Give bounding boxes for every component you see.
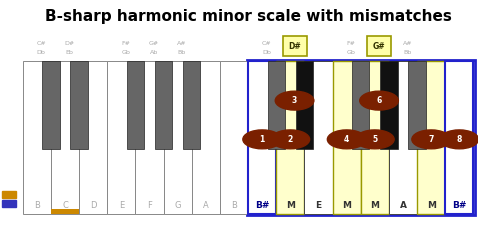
Text: 8: 8 <box>456 135 462 144</box>
Circle shape <box>412 130 450 149</box>
Bar <box>361 61 389 214</box>
Text: M: M <box>427 201 435 210</box>
Text: Bb: Bb <box>403 50 412 55</box>
Bar <box>127 61 144 149</box>
Bar <box>51 209 79 214</box>
Text: 4: 4 <box>344 135 349 144</box>
Bar <box>107 61 135 214</box>
Bar <box>155 61 172 149</box>
Text: 5: 5 <box>372 135 378 144</box>
Bar <box>247 60 475 215</box>
Bar <box>282 36 306 56</box>
Text: D: D <box>90 201 97 210</box>
Bar <box>42 61 60 149</box>
Text: Ab: Ab <box>150 50 158 55</box>
Text: B-sharp harmonic minor scale with mismatches: B-sharp harmonic minor scale with mismat… <box>44 9 452 24</box>
Circle shape <box>243 130 282 149</box>
Text: 6: 6 <box>376 96 381 105</box>
Text: A: A <box>203 201 209 210</box>
Bar <box>408 61 426 149</box>
Circle shape <box>327 130 366 149</box>
Bar <box>2 200 16 207</box>
Text: Gb: Gb <box>347 50 355 55</box>
Text: A#: A# <box>402 41 412 46</box>
Bar <box>79 61 107 214</box>
Text: 2: 2 <box>288 135 293 144</box>
Text: Gb: Gb <box>121 50 130 55</box>
Bar <box>333 61 361 214</box>
Bar <box>367 36 391 56</box>
Text: 3: 3 <box>292 96 297 105</box>
Bar <box>51 61 79 214</box>
Text: basicmusictheory.com: basicmusictheory.com <box>7 84 11 132</box>
Text: D#: D# <box>64 41 74 46</box>
Text: G: G <box>174 201 181 210</box>
Text: Eb: Eb <box>65 50 73 55</box>
Bar <box>183 61 200 149</box>
Text: E: E <box>315 201 322 210</box>
Text: G#: G# <box>149 41 159 46</box>
Circle shape <box>275 91 314 110</box>
Bar <box>352 61 369 149</box>
Text: 7: 7 <box>428 135 434 144</box>
Circle shape <box>271 130 310 149</box>
Text: Db: Db <box>262 50 271 55</box>
Text: Db: Db <box>37 50 45 55</box>
Circle shape <box>360 91 398 110</box>
Text: C#: C# <box>36 41 46 46</box>
Text: 1: 1 <box>260 135 265 144</box>
Bar <box>192 61 220 214</box>
Bar <box>389 61 417 214</box>
Text: F: F <box>147 201 152 210</box>
Text: M: M <box>286 201 295 210</box>
Bar <box>268 61 285 149</box>
Bar <box>23 61 51 214</box>
Bar <box>304 61 333 214</box>
Bar <box>248 61 276 214</box>
Bar <box>2 191 16 198</box>
Text: F#: F# <box>347 41 355 46</box>
Bar <box>296 61 313 149</box>
Text: E: E <box>119 201 124 210</box>
Text: A#: A# <box>177 41 186 46</box>
Text: C: C <box>62 201 68 210</box>
Text: C#: C# <box>261 41 271 46</box>
Bar <box>276 61 304 214</box>
Text: B: B <box>34 201 40 210</box>
Text: Bb: Bb <box>178 50 186 55</box>
Bar <box>380 61 398 149</box>
Text: M: M <box>342 201 351 210</box>
Text: F#: F# <box>121 41 130 46</box>
Circle shape <box>356 130 394 149</box>
Bar <box>163 61 192 214</box>
Text: G#: G# <box>373 42 385 51</box>
Text: B: B <box>231 201 237 210</box>
Circle shape <box>440 130 478 149</box>
Bar <box>445 61 473 214</box>
Text: A: A <box>400 201 406 210</box>
Bar <box>417 61 445 214</box>
Bar <box>135 61 163 214</box>
Text: B#: B# <box>452 201 467 210</box>
Text: B#: B# <box>255 201 269 210</box>
Text: D#: D# <box>288 42 301 51</box>
Bar <box>70 61 88 149</box>
Text: M: M <box>370 201 380 210</box>
Bar <box>220 61 248 214</box>
